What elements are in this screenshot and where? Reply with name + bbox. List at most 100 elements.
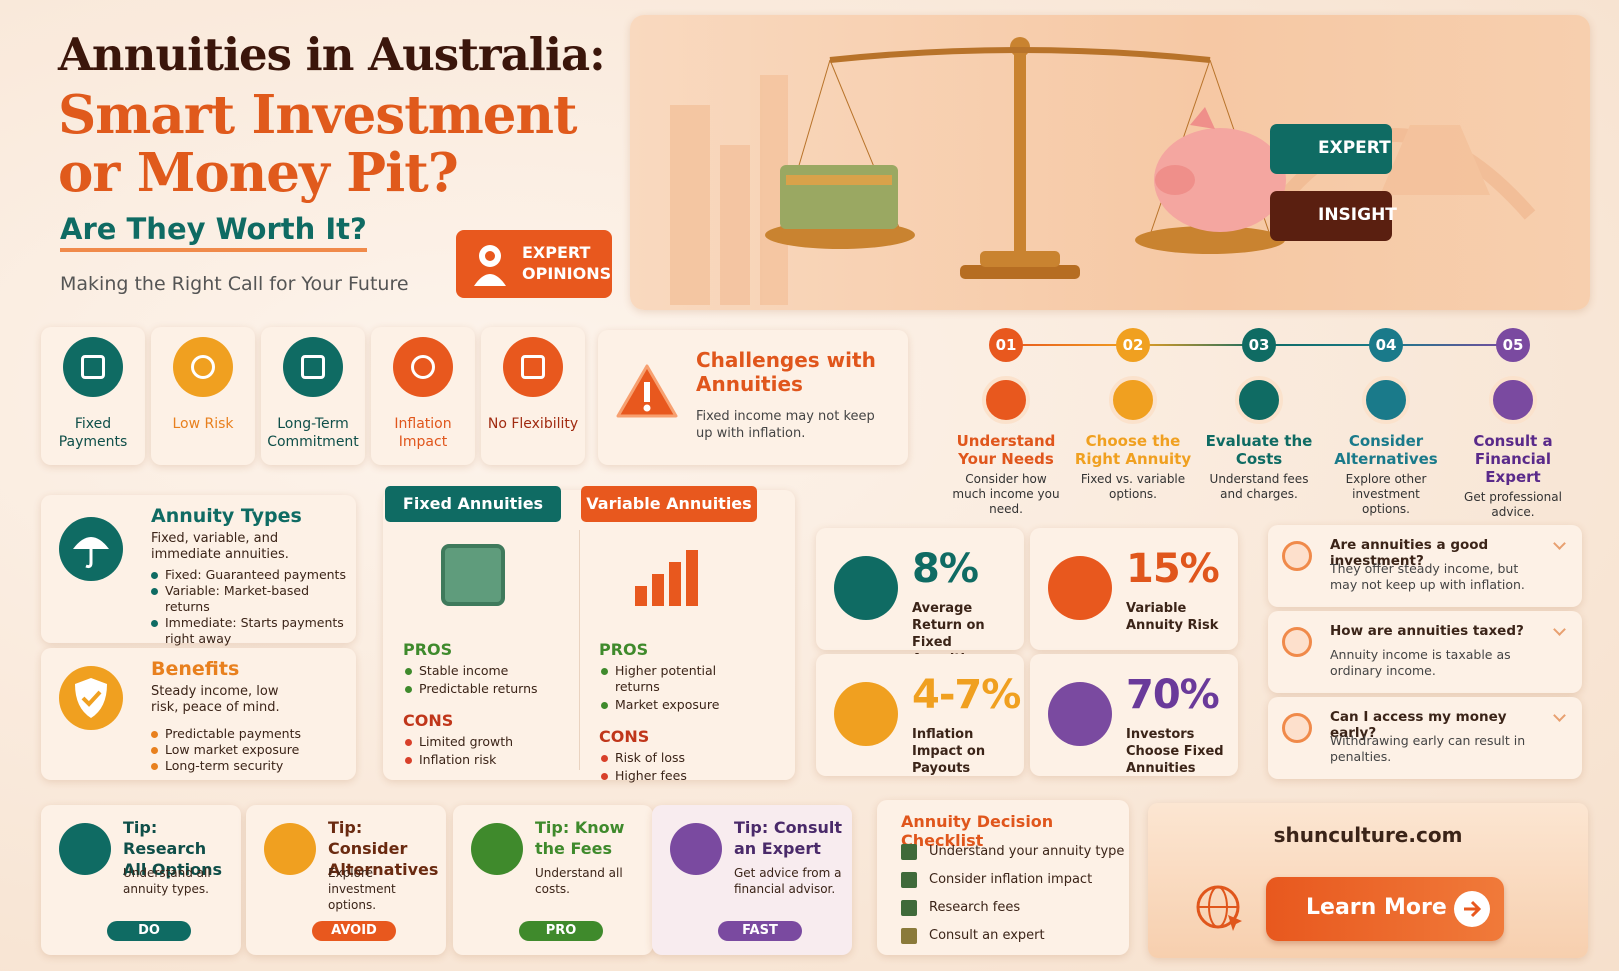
badge-text: EXPERT OPINIONS bbox=[522, 243, 612, 283]
faq-question: Are annuities a good investment? bbox=[1330, 537, 1489, 569]
stat-card: 4-7% Inflation Impact on Payouts bbox=[816, 654, 1024, 776]
column-header: Fixed Annuities bbox=[385, 486, 561, 522]
chart-bar bbox=[635, 586, 647, 606]
tip-card: Tip: Consider Alternatives Explore invest… bbox=[246, 805, 446, 955]
learn-more-button[interactable]: Learn More bbox=[1266, 877, 1504, 941]
column-header: Variable Annuities bbox=[581, 486, 757, 522]
feature-card: Fixed Payments bbox=[41, 327, 145, 465]
chevron bbox=[1553, 709, 1566, 722]
bullet: Variable: Market-based returns bbox=[149, 583, 349, 615]
column-art bbox=[433, 536, 513, 626]
faq-item[interactable]: Are annuities a good investment? They off… bbox=[1268, 525, 1582, 607]
stat-card: 8%Average Return on Fixed Annuities bbox=[816, 528, 1024, 667]
step-number: 04 bbox=[1369, 328, 1403, 362]
types-card: Annuity Types Fixed, variable, and immed… bbox=[41, 495, 356, 646]
tagline: Making the Right Call for Your Future bbox=[60, 273, 409, 295]
feature-card: Low Risk bbox=[151, 327, 255, 465]
icon-glyph bbox=[411, 355, 435, 379]
faq-icon bbox=[1282, 627, 1312, 657]
tip-text: Understand all annuity types. bbox=[123, 866, 211, 896]
checkbox bbox=[901, 844, 917, 860]
feature-icon bbox=[393, 337, 453, 397]
tip-title: Tip: Know the Fees bbox=[535, 818, 625, 858]
tip-title: Tip: Research All Options bbox=[123, 818, 223, 879]
bullet: Long-term security bbox=[149, 758, 349, 774]
cons-list: Risk of loss Higher fees bbox=[599, 750, 757, 784]
step: 01 Understand Your Needs Consider how much… bbox=[941, 328, 1071, 517]
feature-label: Inflation Impact bbox=[394, 416, 452, 450]
hero-illustration bbox=[670, 37, 1536, 305]
button-label: Learn More bbox=[1306, 895, 1447, 920]
bullet: Predictable payments bbox=[149, 726, 349, 742]
cons-label: CONS bbox=[599, 727, 650, 746]
checklist-text: Consider inflation impact bbox=[929, 872, 1093, 887]
challenge-title: Challenges with Annuities bbox=[696, 348, 876, 396]
checklist-card: Annuity Decision Checklist Understand yo… bbox=[877, 800, 1129, 955]
step-icon bbox=[1362, 376, 1410, 424]
con-item: Inflation risk bbox=[403, 752, 561, 768]
feature-label: Low Risk bbox=[172, 416, 234, 432]
step-text: Explore other investment options. bbox=[1345, 472, 1427, 516]
step-number: 01 bbox=[989, 328, 1023, 362]
con-item: Higher fees bbox=[599, 768, 757, 784]
tip-tag: AVOID bbox=[312, 921, 396, 941]
step-text: Get professional advice. bbox=[1464, 490, 1562, 519]
tip-text: Explore investment options. bbox=[328, 866, 396, 912]
checklist-text: Consult an expert bbox=[929, 928, 1045, 943]
bullet: Fixed: Guaranteed payments bbox=[149, 567, 349, 583]
bullet: Low market exposure bbox=[149, 742, 349, 758]
feature-icon bbox=[173, 337, 233, 397]
chevron bbox=[1553, 623, 1566, 636]
step-title: Consult a Financial Expert bbox=[1473, 432, 1553, 486]
faq-answer: Withdrawing early can result in penaltie… bbox=[1330, 733, 1526, 764]
stat-icon bbox=[1048, 682, 1112, 746]
feature-card: Inflation Impact bbox=[371, 327, 475, 465]
stat-value: 4-7% bbox=[912, 672, 1021, 718]
expert-badge: EXPERT OPINIONS bbox=[456, 230, 612, 298]
column-body: PROS Higher potential returns Market expos… bbox=[581, 640, 757, 784]
hero-badge: INSIGHT bbox=[1270, 191, 1397, 241]
feature-card: Long-Term Commitment bbox=[261, 327, 365, 465]
card-title: Annuity Types bbox=[151, 505, 302, 527]
step: 03 Evaluate the Costs Understand fees and … bbox=[1194, 328, 1324, 502]
feature-label: No Flexibility bbox=[487, 416, 579, 432]
step-number: 03 bbox=[1242, 328, 1276, 362]
pros-label: PROS bbox=[599, 640, 649, 659]
title-line: Smart Investment bbox=[58, 84, 578, 146]
faq-icon bbox=[1282, 713, 1312, 743]
pros-list: Higher potential returns Market exposure bbox=[599, 663, 757, 713]
hero: EXPERT INSIGHT bbox=[630, 15, 1590, 310]
badge-icon bbox=[474, 245, 506, 286]
bullet-text: Starts payments right away bbox=[165, 615, 344, 646]
bullet-label: Immediate: bbox=[165, 615, 237, 630]
hero-badge: EXPERT bbox=[1270, 124, 1392, 174]
step-text: Understand fees and charges. bbox=[1209, 472, 1309, 501]
tip-tag: DO bbox=[107, 921, 191, 941]
card-text: Steady income, low risk, peace of mind. bbox=[151, 684, 280, 715]
feature-icon bbox=[283, 337, 343, 397]
bullet-label: Variable: bbox=[165, 583, 220, 598]
shield-icon bbox=[59, 666, 123, 730]
faq-icon bbox=[1282, 541, 1312, 571]
tip-text: Get advice from a financial advisor. bbox=[734, 866, 842, 896]
chevron bbox=[1553, 537, 1566, 550]
step: 05 Consult a Financial Expert Get professi… bbox=[1448, 328, 1578, 520]
bullet-text: Guaranteed payments bbox=[205, 567, 346, 582]
divider bbox=[579, 530, 580, 770]
benefits-card: Benefits Steady income, low risk, peace … bbox=[41, 648, 356, 780]
checkbox bbox=[901, 900, 917, 916]
pros-list: Stable income Predictable returns bbox=[403, 663, 561, 697]
stat-label: Variable Annuity Risk bbox=[1126, 601, 1219, 633]
step: 02 Choose the Right Annuity Fixed vs. vari… bbox=[1068, 328, 1198, 502]
step-icon bbox=[1489, 376, 1537, 424]
faq-item[interactable]: Can I access my money early? Withdrawing … bbox=[1268, 697, 1582, 779]
pro-item: Market exposure bbox=[599, 697, 757, 713]
step-text: Consider how much income you need. bbox=[952, 472, 1060, 516]
stat-value: 8% bbox=[912, 546, 979, 592]
checklist-text: Understand your annuity type bbox=[929, 844, 1125, 859]
step: 04 Consider Alternatives Explore other inv… bbox=[1321, 328, 1451, 517]
warning-icon bbox=[616, 364, 678, 418]
faq-answer: They offer steady income, but may not ke… bbox=[1330, 561, 1525, 592]
faq-item[interactable]: How are annuities taxed? Annuity income i… bbox=[1268, 611, 1582, 693]
tip-tag: PRO bbox=[519, 921, 603, 941]
